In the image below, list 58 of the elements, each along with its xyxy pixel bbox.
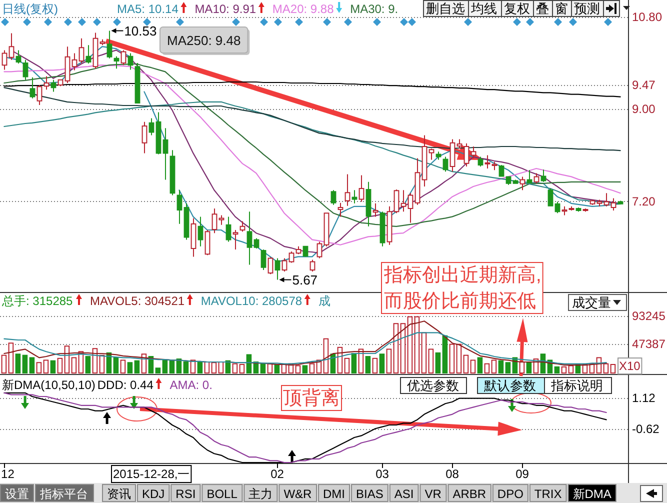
annotation: 均线 <box>470 1 497 16</box>
text: DMI <box>323 487 346 501</box>
text: ARBR <box>452 487 486 501</box>
annotation: 成交量 <box>572 295 611 310</box>
chart-title: 日线(复权) <box>2 2 58 16</box>
text: 新DMA <box>572 487 612 501</box>
y-tick-label: -0.62 <box>632 422 660 436</box>
x-tick-label: 03 <box>376 467 390 481</box>
text: RSI <box>176 487 196 501</box>
annotation: 指标创出近期新高, 而股价比前期还低 <box>383 264 542 312</box>
text: TRIX <box>534 487 562 501</box>
text: MA10: 9.91 <box>194 2 256 16</box>
text: MA20: 9.88 <box>272 2 334 16</box>
series-label: DDD: 0.44 <box>97 378 154 392</box>
annotation: 默认参数 <box>483 378 536 393</box>
x-tick-label: 08 <box>446 467 460 481</box>
x-tick-label: 02 <box>270 467 284 481</box>
annotation: 指标说明 <box>550 378 603 393</box>
annotation: 预测 <box>574 1 600 16</box>
text: 指标平台 <box>39 487 88 501</box>
annotation: 10.53 <box>124 24 157 39</box>
text: MAVOL10: 280578 <box>200 294 302 308</box>
y-tick-label: 7.20 <box>632 194 656 208</box>
text: 设置 <box>5 487 29 501</box>
text: 2015-12-28,一 <box>113 467 190 481</box>
annotation: 删自选 <box>426 1 465 16</box>
annotation: 5.67 <box>292 272 318 288</box>
x-tick-label: 09 <box>516 467 530 481</box>
series-label: AMA: 0. <box>170 378 212 392</box>
annotation: X10 <box>619 359 641 373</box>
chart-title: 新DMA(10,50,10) <box>2 378 96 392</box>
text: MA30: 9. <box>350 2 398 16</box>
annotation: 叠 <box>536 1 549 16</box>
text: W&R <box>284 487 312 501</box>
y-tick-label: 47387 <box>632 337 666 352</box>
text: VR <box>424 487 442 501</box>
text: ASI <box>394 487 414 501</box>
y-tick-label: 9.47 <box>632 78 656 92</box>
text: BOLL <box>206 487 238 501</box>
y-tick-label: 1.12 <box>632 390 656 405</box>
annotation: 窗 <box>555 1 568 16</box>
annotation: 顶背离 <box>283 387 340 409</box>
text: 资讯 <box>107 487 131 501</box>
text: DPO <box>497 487 524 501</box>
text: KDJ <box>142 487 165 501</box>
text: MAVOL5: 304521 <box>90 294 185 308</box>
text: 主力 <box>248 487 273 501</box>
x-tick-label: 12 <box>1 467 15 481</box>
text: BIAS <box>356 487 384 501</box>
text: 总手: 315285 <box>1 294 74 308</box>
y-tick-label: 10.80 <box>632 10 662 24</box>
text: MA5: 10.14 <box>117 2 179 16</box>
annotation: 复权 <box>504 1 530 16</box>
annotation: MA250: 9.48 <box>167 33 241 48</box>
annotation: 优选参数 <box>407 378 459 393</box>
annotation: 成 <box>318 294 330 308</box>
y-tick-label: 93245 <box>632 309 666 324</box>
y-tick-label: 9.00 <box>632 102 656 116</box>
